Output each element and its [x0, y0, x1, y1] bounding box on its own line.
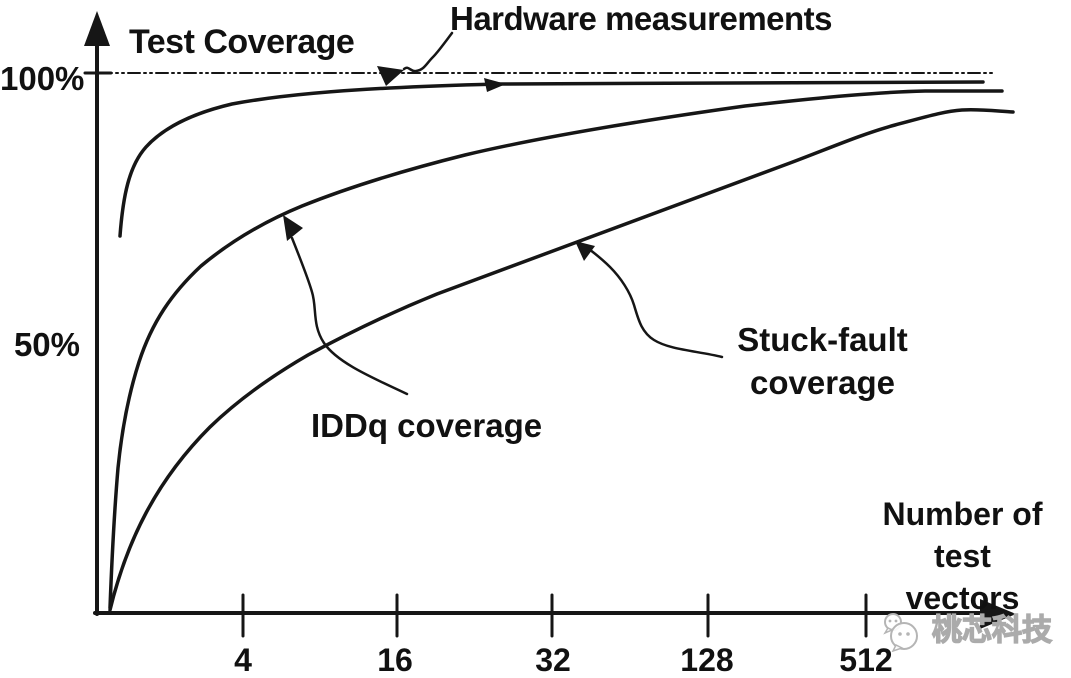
chart-title: Test Coverage — [129, 23, 355, 61]
x-tick-label-512: 512 — [839, 642, 893, 678]
hardware-curve-arrowhead — [484, 78, 506, 92]
y-axis-label-50: 50% — [13, 326, 80, 363]
stuck-fault-leader-arrowhead — [575, 241, 595, 261]
y-axis-arrowhead — [84, 11, 110, 46]
x-tick-label-32: 32 — [535, 642, 571, 678]
stuck-fault-leader-line — [587, 247, 724, 359]
iddq-leader-line — [290, 236, 409, 396]
annotation-hardware-measurements: Hardware measurements — [450, 0, 833, 37]
x-axis-arrowhead — [980, 599, 1016, 629]
watermark-text: 桃芯科技 — [931, 613, 1052, 647]
chat-bubbles-icon — [883, 613, 918, 652]
y-axis-label-100: 100% — [0, 60, 85, 97]
x-tick-label-4: 4 — [234, 642, 252, 678]
hardware-leader-line — [402, 31, 454, 73]
hardware-leader-arrowhead — [377, 66, 404, 86]
stuck-fault-curve — [108, 108, 1015, 612]
annotation-stuck-fault-coverage: Stuck-fault coverage — [737, 321, 908, 401]
iddq-curve — [108, 89, 1004, 610]
watermark: 桃芯科技 — [882, 610, 1053, 652]
iddq-leader-arrowhead — [283, 215, 303, 241]
hardware-curve — [118, 80, 985, 238]
x-tick-label-16: 16 — [377, 642, 413, 678]
annotation-iddq-coverage: IDDq coverage — [311, 407, 543, 444]
x-axis-label: Number of test vectors — [882, 496, 1043, 616]
x-tick-label-128: 128 — [680, 642, 734, 678]
